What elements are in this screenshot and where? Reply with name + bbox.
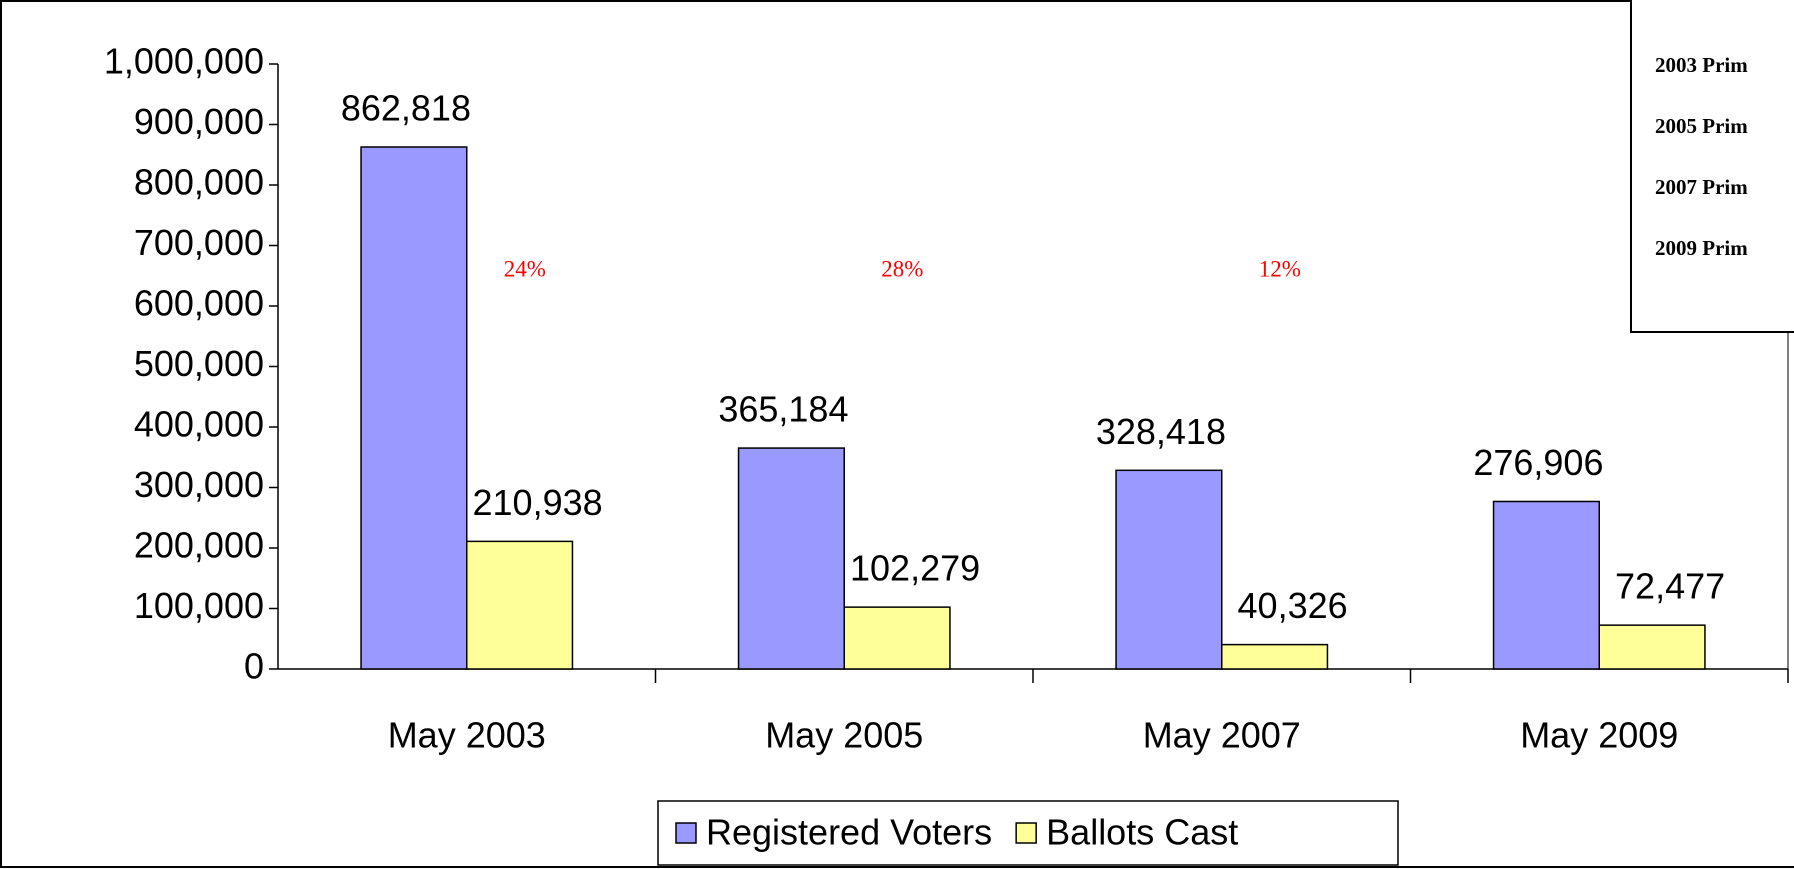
y-tick-label: 800,000 xyxy=(134,162,264,203)
y-tick-label: 200,000 xyxy=(134,525,264,566)
annotation: 12% xyxy=(1259,256,1301,281)
bar xyxy=(1492,500,1601,670)
x-tick-label: May 2009 xyxy=(1520,715,1678,756)
value-label: 328,418 xyxy=(1096,411,1226,452)
y-tick-label: 500,000 xyxy=(134,343,264,384)
value-label: 276,906 xyxy=(1473,442,1603,483)
bar xyxy=(1115,469,1223,670)
y-tick-label: 100,000 xyxy=(134,585,264,626)
legend-swatch xyxy=(1015,822,1037,844)
y-tick-label: 400,000 xyxy=(134,404,264,445)
x-tick-label: May 2003 xyxy=(388,715,546,756)
value-label: 40,326 xyxy=(1238,585,1348,626)
x-tick-label: May 2005 xyxy=(765,715,923,756)
legend-label: Ballots Cast xyxy=(1046,812,1238,853)
value-label: 210,938 xyxy=(473,482,603,523)
bar xyxy=(737,447,845,670)
bar xyxy=(466,540,574,670)
legend-label: Registered Voters xyxy=(706,812,992,853)
annotation: 24% xyxy=(504,256,546,281)
annotation: 28% xyxy=(881,256,923,281)
y-tick-label: 0 xyxy=(244,646,264,687)
bar xyxy=(1598,624,1706,670)
info-box-line: 2003 Prim xyxy=(1655,53,1748,77)
y-tick-label: 700,000 xyxy=(134,222,264,263)
y-tick-label: 900,000 xyxy=(134,101,264,142)
value-label: 72,477 xyxy=(1615,566,1725,607)
bar xyxy=(360,146,468,670)
legend-swatch xyxy=(675,822,697,844)
info-box-line: 2007 Prim xyxy=(1655,175,1748,199)
info-box xyxy=(1630,0,1794,333)
y-tick-label: 1,000,000 xyxy=(104,41,264,82)
info-box-line: 2005 Prim xyxy=(1655,114,1748,138)
value-label: 862,818 xyxy=(341,88,471,129)
bar xyxy=(843,606,951,670)
bar xyxy=(1221,643,1329,670)
y-tick-label: 300,000 xyxy=(134,464,264,505)
y-tick-label: 600,000 xyxy=(134,283,264,324)
info-box-line: 2009 Prim xyxy=(1655,236,1748,260)
value-label: 102,279 xyxy=(850,548,980,589)
x-tick-label: May 2007 xyxy=(1143,715,1301,756)
value-label: 365,184 xyxy=(718,389,848,430)
